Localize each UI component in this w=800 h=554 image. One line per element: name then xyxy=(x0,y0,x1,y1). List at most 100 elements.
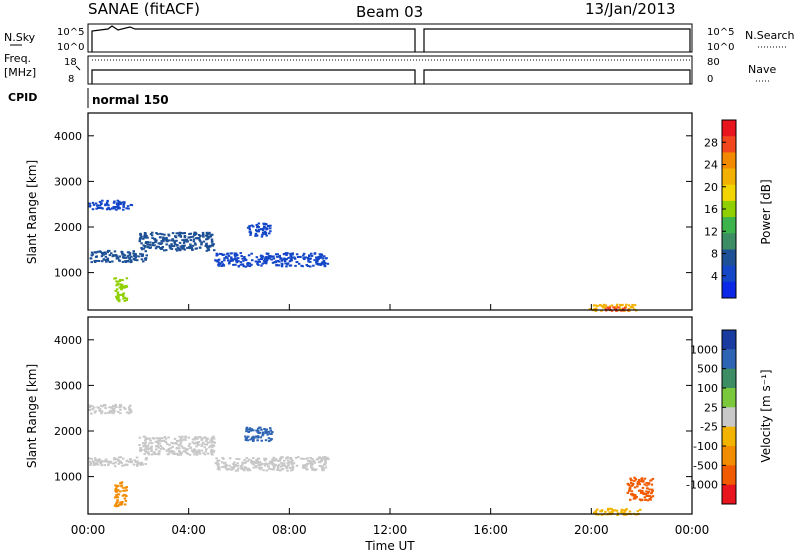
echo-cell xyxy=(183,438,186,441)
echo-cell xyxy=(173,442,176,445)
echo-cell xyxy=(115,295,118,298)
echo-cell xyxy=(324,466,328,469)
echo-cell xyxy=(293,257,297,260)
echo-cell xyxy=(104,252,108,255)
echo-cell xyxy=(274,464,278,467)
echo-cell xyxy=(295,253,299,256)
echo-cell xyxy=(224,461,227,464)
echo-cell xyxy=(639,480,642,483)
beam-title: Beam 03 xyxy=(356,3,423,21)
echo-cell xyxy=(144,257,148,260)
echo-cell xyxy=(193,437,197,440)
echo-cell xyxy=(119,456,122,459)
echo-cell xyxy=(269,460,272,463)
echo-cell xyxy=(132,252,135,255)
echo-cell xyxy=(297,456,300,459)
x-tick-label: 00:00 xyxy=(675,523,710,537)
echo-cell xyxy=(205,243,208,246)
echo-cell xyxy=(257,432,260,435)
echo-cell xyxy=(246,469,250,472)
echo-cell xyxy=(103,251,107,254)
echo-cell xyxy=(201,437,204,440)
echo-cell xyxy=(147,451,150,454)
echo-cell xyxy=(146,448,150,451)
echo-cell xyxy=(226,253,229,256)
echo-cell xyxy=(620,508,624,511)
echo-cell xyxy=(650,496,653,499)
echo-cell xyxy=(100,202,103,205)
echo-cell xyxy=(112,254,115,257)
echo-cell xyxy=(125,411,129,414)
echo-cell xyxy=(279,469,282,472)
echo-cell xyxy=(154,241,157,244)
echo-cell xyxy=(292,462,296,465)
echo-feature xyxy=(113,481,128,508)
freq-tick-bottom: 8 xyxy=(68,74,74,85)
velocity-frame xyxy=(87,316,693,515)
echo-cell xyxy=(128,258,132,260)
x-tick-label: 16:00 xyxy=(473,523,508,537)
echo-cell xyxy=(246,264,250,267)
colorbar-tick-label: 20 xyxy=(704,181,718,194)
echo-cell xyxy=(138,436,142,439)
echo-cell xyxy=(636,483,639,486)
echo-cell xyxy=(121,260,125,263)
echo-cell xyxy=(117,296,120,298)
echo-cell xyxy=(257,222,261,225)
echo-cell xyxy=(289,253,293,256)
echo-cell xyxy=(278,463,281,466)
echo-cell xyxy=(164,440,167,443)
echo-cell xyxy=(189,232,193,235)
echo-cell xyxy=(186,240,189,243)
echo-cell xyxy=(168,244,171,247)
echo-cell xyxy=(120,293,123,296)
echo-cell xyxy=(610,304,614,307)
echo-cell xyxy=(615,305,619,308)
echo-cell xyxy=(594,509,598,512)
echo-cell xyxy=(98,200,102,203)
echo-cell xyxy=(604,308,608,311)
echo-cell xyxy=(146,236,149,239)
echo-cell xyxy=(113,250,117,253)
echo-cell xyxy=(107,411,110,414)
echo-cell xyxy=(246,459,250,462)
echo-cell xyxy=(304,256,307,259)
echo-cell xyxy=(153,451,156,454)
echo-cell xyxy=(191,438,195,441)
echo-cell xyxy=(113,200,116,203)
echo-cell xyxy=(191,235,195,238)
echo-cell xyxy=(159,447,163,450)
echo-cell xyxy=(255,429,258,432)
echo-cell xyxy=(142,247,146,250)
echo-cell xyxy=(299,256,302,258)
echo-cell xyxy=(121,252,124,255)
nave-tick-bottom: 0 xyxy=(707,74,713,85)
echo-cell xyxy=(220,265,223,267)
echo-cell xyxy=(276,464,280,467)
echo-cell xyxy=(157,446,160,449)
power-data-layer xyxy=(88,199,638,312)
echo-cell xyxy=(292,256,295,259)
echo-cell xyxy=(199,240,202,243)
echo-cell xyxy=(163,233,166,236)
echo-cell xyxy=(317,258,320,261)
echo-cell xyxy=(632,482,635,485)
echo-cell xyxy=(210,439,213,442)
echo-cell xyxy=(124,407,127,410)
echo-cell xyxy=(172,245,176,248)
echo-cell xyxy=(234,263,237,266)
echo-cell xyxy=(96,406,99,409)
echo-cell xyxy=(621,303,624,306)
echo-cell xyxy=(269,255,272,257)
echo-cell xyxy=(146,241,149,244)
echo-cell xyxy=(165,239,168,242)
echo-cell xyxy=(154,247,158,250)
echo-cell xyxy=(122,489,125,492)
echo-cell xyxy=(312,468,315,471)
echo-cell xyxy=(186,448,189,451)
echo-cell xyxy=(98,409,101,412)
echo-cell xyxy=(260,228,263,231)
echo-cell xyxy=(117,456,121,459)
echo-cell xyxy=(177,232,180,235)
echo-cell xyxy=(647,483,650,486)
